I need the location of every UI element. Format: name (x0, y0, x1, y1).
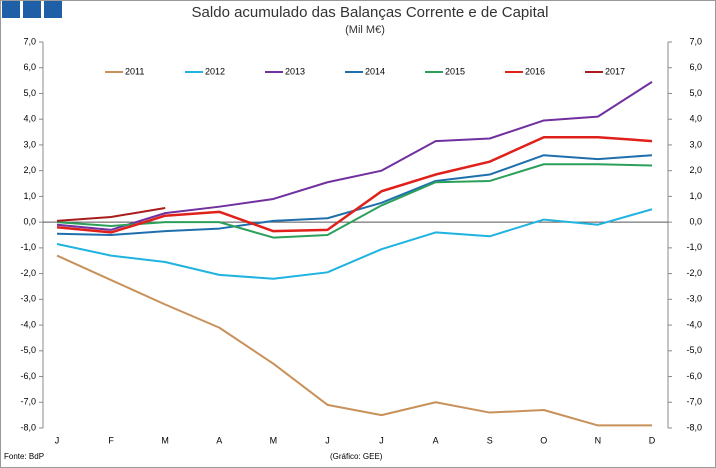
legend-label: 2015 (445, 66, 465, 76)
x-tick-label: D (649, 435, 656, 445)
y2-tick-label: 5,0 (689, 88, 702, 98)
chart-title: Saldo acumulado das Balanças Corrente e … (192, 4, 549, 21)
legend-label: 2016 (525, 66, 545, 76)
legend-label: 2013 (285, 66, 305, 76)
y2-tick-label: 2,0 (689, 165, 702, 175)
y2-tick-label: 0,0 (689, 217, 702, 227)
y-tick-label: 2,0 (23, 165, 36, 175)
x-tick-label: J (55, 435, 60, 445)
y2-tick-label: -7,0 (686, 397, 702, 407)
y-tick-label: 4,0 (23, 114, 36, 124)
legend-label: 2011 (125, 66, 144, 76)
y2-tick-label: 6,0 (689, 62, 702, 72)
logo-square (23, 1, 41, 18)
x-tick-label: A (433, 435, 439, 445)
series-line (56, 208, 653, 280)
y2-tick-label: 1,0 (689, 191, 702, 201)
series-line (56, 254, 652, 427)
y2-tick-label: -2,0 (686, 268, 702, 278)
source: Fonte: BdP (4, 452, 44, 461)
legend-label: 2014 (365, 66, 385, 76)
y-tick-label: -5,0 (20, 345, 36, 355)
x-tick-label: F (108, 435, 114, 445)
y-tick-label: 6,0 (23, 62, 36, 72)
series-line (56, 206, 166, 222)
y2-tick-label: -5,0 (686, 345, 702, 355)
credit: (Gráfico: GEE) (330, 452, 383, 461)
x-tick-label: O (540, 435, 547, 445)
series-line (56, 163, 653, 239)
y2-tick-label: 3,0 (689, 139, 702, 149)
y2-tick-label: -6,0 (686, 371, 702, 381)
y-tick-label: -8,0 (20, 422, 36, 432)
y2-tick-label: 4,0 (689, 114, 702, 124)
x-tick-label: M (161, 435, 169, 445)
y2-tick-label: -4,0 (686, 319, 702, 329)
y-tick-label: 7,0 (23, 36, 36, 46)
x-tick-label: A (216, 435, 222, 445)
x-tick-label: S (487, 435, 493, 445)
chart-subtitle: (Mil M€) (345, 24, 385, 36)
x-tick-label: J (379, 435, 384, 445)
y2-tick-label: -3,0 (686, 294, 702, 304)
y-tick-label: 1,0 (23, 191, 36, 201)
y-tick-label: -6,0 (20, 371, 36, 381)
x-tick-label: N (595, 435, 602, 445)
series-line (56, 135, 653, 234)
logo-square (44, 1, 62, 18)
x-tick-label: J (325, 435, 330, 445)
legend-label: 2017 (605, 66, 625, 76)
y-tick-label: -2,0 (20, 268, 36, 278)
y-tick-label: 3,0 (23, 139, 36, 149)
y-tick-label: -1,0 (20, 242, 36, 252)
series-line (56, 81, 653, 231)
y2-tick-label: 7,0 (689, 36, 702, 46)
y2-tick-label: -8,0 (686, 422, 702, 432)
y-tick-label: -3,0 (20, 294, 36, 304)
y-tick-label: -4,0 (20, 319, 36, 329)
logo-square (2, 1, 20, 18)
x-tick-label: M (270, 435, 278, 445)
y-tick-label: -7,0 (20, 397, 36, 407)
y-tick-label: 5,0 (23, 88, 36, 98)
legend-label: 2012 (205, 66, 225, 76)
y2-tick-label: -1,0 (686, 242, 702, 252)
y-tick-label: 0,0 (23, 217, 36, 227)
